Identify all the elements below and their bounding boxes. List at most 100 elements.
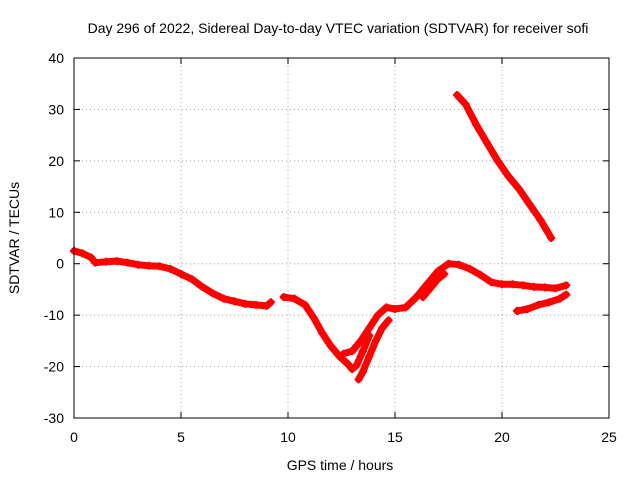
data-point — [455, 260, 464, 269]
series-band — [70, 247, 275, 310]
data-point — [525, 200, 534, 209]
data-point — [493, 156, 502, 165]
data-point — [440, 270, 449, 278]
series-late-upper — [453, 91, 556, 242]
data-point — [515, 185, 524, 194]
data-point — [418, 293, 427, 302]
data-point — [365, 352, 374, 361]
x-tick-label: 10 — [280, 429, 296, 445]
x-tick-label: 20 — [494, 429, 510, 445]
data-point — [78, 249, 87, 258]
data-point — [266, 298, 275, 307]
data-point — [251, 300, 260, 309]
data-point — [87, 253, 96, 262]
series-dip-tail — [354, 316, 393, 384]
data-point — [540, 283, 549, 292]
series-mid-secondary — [418, 270, 449, 302]
data-point — [547, 234, 556, 242]
data-point — [348, 365, 357, 374]
series-main-arc — [70, 246, 275, 310]
data-point — [534, 300, 543, 309]
data-point — [209, 289, 218, 298]
data-point — [365, 324, 374, 332]
data-point — [433, 275, 442, 284]
grid — [74, 58, 609, 418]
y-tick-label: 30 — [48, 101, 64, 117]
series-dip-ascending — [339, 259, 571, 358]
data-point — [166, 264, 175, 273]
data-point — [123, 258, 132, 267]
series-band — [453, 91, 555, 242]
data-point — [378, 324, 387, 332]
x-tick-label: 15 — [387, 429, 403, 445]
x-tick-label: 5 — [177, 429, 185, 445]
data-point — [483, 138, 492, 147]
data-point — [352, 361, 361, 370]
data-point — [545, 298, 554, 307]
data-point — [356, 336, 365, 345]
data-point — [562, 281, 571, 290]
data-point — [187, 275, 196, 284]
data-point — [144, 261, 153, 270]
data-point — [155, 262, 164, 271]
data-point — [358, 347, 367, 356]
y-tick-label: 10 — [48, 204, 64, 220]
chart-title: Day 296 of 2022, Sidereal Day-to-day VTE… — [88, 20, 589, 36]
data-point — [530, 282, 539, 291]
data-point — [433, 267, 442, 276]
data-point — [198, 282, 207, 291]
data-point — [391, 304, 399, 313]
x-tick-label: 25 — [601, 429, 617, 445]
series-band — [280, 293, 373, 373]
data-point — [112, 257, 121, 266]
data-point — [279, 293, 288, 302]
data-point — [536, 216, 545, 224]
series-dip-descending — [279, 293, 374, 374]
y-tick-label: -30 — [44, 410, 64, 426]
plot-frame — [73, 57, 610, 419]
data-point — [348, 347, 357, 356]
data-point — [354, 375, 363, 384]
y-tick-label: -10 — [44, 307, 64, 323]
data-point — [427, 282, 436, 291]
y-tick-label: 40 — [48, 50, 64, 66]
data-point — [555, 294, 564, 303]
data-point — [461, 100, 470, 109]
data-point — [519, 281, 528, 290]
data-point — [309, 313, 318, 322]
data-point — [262, 301, 271, 310]
data-point — [177, 270, 185, 278]
data-point — [504, 172, 513, 181]
data-point — [523, 304, 532, 313]
data-point — [358, 367, 367, 376]
data-point — [318, 329, 327, 338]
data-point — [465, 264, 474, 273]
x-axis-label: GPS time / hours — [287, 457, 394, 473]
data-point — [219, 294, 228, 303]
data-point — [508, 280, 517, 289]
data-point — [371, 336, 380, 345]
data-point — [134, 260, 143, 269]
y-axis-ticks: -30 -20 -10 0 10 20 30 40 — [44, 50, 609, 426]
x-axis-ticks: 0 5 10 15 20 25 — [70, 58, 617, 445]
data-point — [512, 307, 521, 316]
data-point — [339, 349, 348, 358]
y-tick-label: -20 — [44, 359, 64, 375]
data-point — [384, 316, 393, 325]
y-tick-label: 0 — [56, 256, 64, 272]
data-point — [562, 290, 571, 299]
data-point — [472, 120, 481, 129]
x-tick-label: 0 — [70, 429, 78, 445]
data-point — [290, 294, 299, 303]
data-point — [326, 342, 335, 350]
series-late-lower — [512, 290, 571, 316]
data-point — [241, 299, 250, 308]
data-point — [301, 300, 310, 309]
data-point — [382, 303, 391, 312]
data-point — [444, 259, 453, 268]
data-point — [476, 271, 485, 280]
data-point — [102, 257, 111, 266]
data-point — [401, 303, 410, 312]
data-point — [91, 258, 100, 267]
